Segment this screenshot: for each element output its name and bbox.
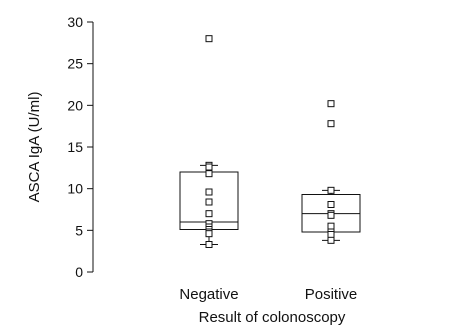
box-series xyxy=(179,35,361,248)
data-point xyxy=(327,222,335,230)
data-point xyxy=(205,198,213,206)
x-axis-category-labels: Negative Positive xyxy=(179,286,357,303)
y-tick-label: 5 xyxy=(75,222,83,238)
y-axis-title: ASCA IgA (U/ml) xyxy=(26,92,43,203)
box-negative xyxy=(179,35,239,248)
data-point xyxy=(327,100,335,108)
x-axis-title: Result of colonoscopy xyxy=(199,309,346,326)
data-point xyxy=(205,210,213,218)
data-point xyxy=(205,163,213,171)
y-tick-label: 15 xyxy=(67,139,83,155)
data-point xyxy=(205,35,213,43)
y-axis-ticks: 0 5 10 15 20 25 30 xyxy=(67,14,93,280)
data-point xyxy=(205,241,213,248)
x-tick-label: Positive xyxy=(305,286,358,303)
y-tick-label: 0 xyxy=(75,264,83,280)
data-point xyxy=(327,186,335,194)
x-tick-label: Negative xyxy=(179,286,238,303)
box-positive xyxy=(301,100,361,244)
data-point xyxy=(327,201,335,208)
data-point xyxy=(205,170,213,178)
data-point xyxy=(327,211,335,219)
y-tick-label: 10 xyxy=(67,181,83,197)
data-point xyxy=(327,231,335,238)
data-point xyxy=(205,188,213,196)
y-tick-label: 25 xyxy=(67,56,83,72)
data-point xyxy=(327,120,335,128)
data-point xyxy=(205,230,213,238)
data-point xyxy=(327,236,335,244)
y-tick-label: 30 xyxy=(67,14,83,30)
y-tick-label: 20 xyxy=(67,97,83,113)
